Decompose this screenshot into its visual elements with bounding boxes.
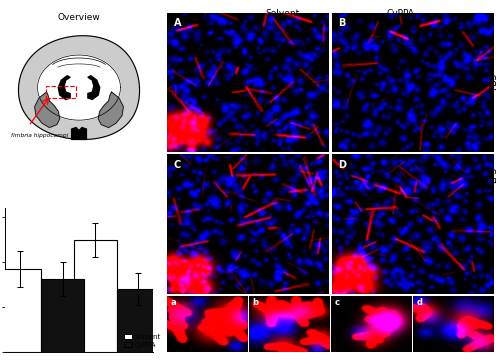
Text: B: B <box>338 18 346 28</box>
Polygon shape <box>38 55 120 120</box>
Polygon shape <box>58 76 70 99</box>
Bar <box>74 240 116 352</box>
Polygon shape <box>52 58 106 67</box>
Polygon shape <box>98 92 124 127</box>
Bar <box>116 289 160 352</box>
Polygon shape <box>72 127 86 139</box>
Text: fimbria hippocampi: fimbria hippocampi <box>11 134 68 139</box>
Text: PBS: PBS <box>490 73 498 90</box>
Polygon shape <box>34 92 60 127</box>
Text: Solvent: Solvent <box>266 9 300 18</box>
Text: a: a <box>170 299 176 308</box>
Legend: Solvent, CyPPA: Solvent, CyPPA <box>124 333 162 348</box>
Text: d: d <box>416 299 422 308</box>
Text: A: A <box>174 18 181 28</box>
Text: CyPPA: CyPPA <box>386 9 414 18</box>
Text: b: b <box>252 299 258 308</box>
Text: Overview: Overview <box>58 13 100 22</box>
Polygon shape <box>88 76 100 99</box>
Text: C: C <box>174 160 181 170</box>
Text: D: D <box>338 160 346 170</box>
Bar <box>42 279 84 352</box>
Text: c: c <box>334 299 340 308</box>
Bar <box>46 86 76 98</box>
Bar <box>0 269 42 352</box>
Text: LPS: LPS <box>490 167 498 183</box>
Polygon shape <box>18 36 140 139</box>
